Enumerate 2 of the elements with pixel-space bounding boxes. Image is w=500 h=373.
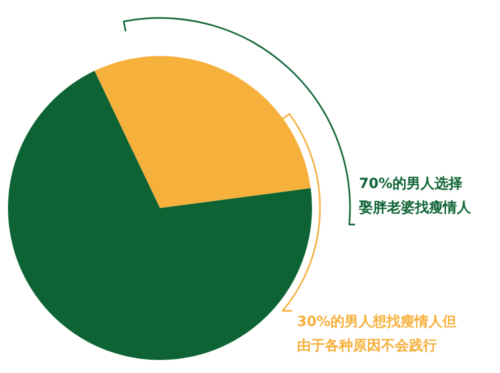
- slice-label: 70%的男人选择娶胖老婆找瘦情人: [358, 176, 472, 216]
- slice-label: 30%的男人想找瘦情人但由于各种原因不会践行: [297, 313, 457, 354]
